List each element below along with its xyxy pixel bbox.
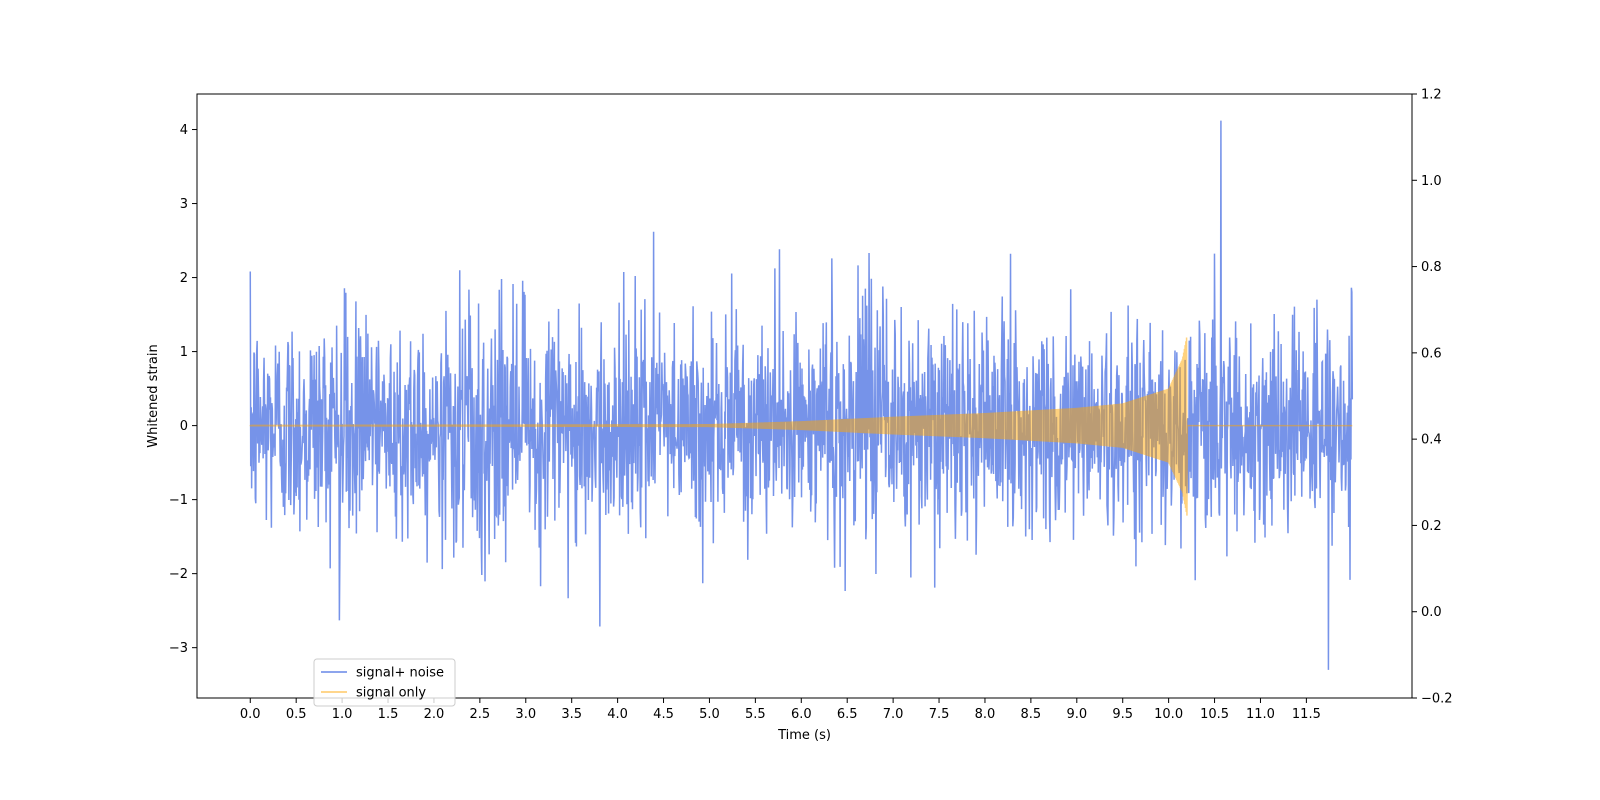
x-tick-label: 5.0 xyxy=(699,707,720,722)
x-tick-label: 1.5 xyxy=(378,707,399,722)
x-tick-label: 0.5 xyxy=(286,707,307,722)
x-tick-label: 9.0 xyxy=(1066,707,1087,722)
y2-tick-label: 0.8 xyxy=(1421,260,1442,275)
y2-tick-label: 0.4 xyxy=(1421,433,1442,448)
y-tick-label: 2 xyxy=(180,271,188,286)
x-tick-label: 6.5 xyxy=(837,707,858,722)
x-tick-label: 8.0 xyxy=(975,707,996,722)
y2-tick-label: 1.0 xyxy=(1421,174,1442,189)
x-axis: 0.0 0.5 1.0 1.5 2.0 2.5 3.0 3.5 4.0 4.5 5.0 5.5 6.0 6… xyxy=(240,698,1321,722)
x-tick-label: 3.5 xyxy=(561,707,582,722)
y2-tick-label: 1.2 xyxy=(1421,88,1442,103)
series-signal-only xyxy=(249,337,1353,516)
x-tick-label: 7.0 xyxy=(883,707,904,722)
x-tick-label: 10.0 xyxy=(1154,707,1183,722)
x-tick-label: 0.0 xyxy=(240,707,261,722)
x-tick-label: 4.5 xyxy=(653,707,674,722)
y-tick-label: 1 xyxy=(180,345,188,360)
x-tick-label: 1.0 xyxy=(332,707,353,722)
x-tick-label: 11.5 xyxy=(1292,707,1321,722)
x-tick-label: 2.5 xyxy=(470,707,491,722)
y-axis-label: Whitened strain xyxy=(146,344,161,447)
y2-tick-label: 0.0 xyxy=(1421,605,1442,620)
x-tick-label: 6.0 xyxy=(791,707,812,722)
y-tick-label: 4 xyxy=(180,123,188,138)
y-axis-left: −3 −2 −1 0 1 2 3 4 xyxy=(169,123,197,656)
x-axis-label: Time (s) xyxy=(777,728,831,743)
plot-area xyxy=(249,120,1354,670)
x-tick-label: 3.0 xyxy=(515,707,536,722)
x-tick-label: 10.5 xyxy=(1200,707,1229,722)
legend-entry-signal-noise: signal+ noise xyxy=(356,666,444,681)
y-tick-label: 3 xyxy=(180,197,188,212)
y-tick-label: −2 xyxy=(169,567,188,582)
x-tick-label: 5.5 xyxy=(745,707,766,722)
y-axis-right: −0.2 0.0 0.2 0.4 0.6 0.8 1.0 1.2 xyxy=(1412,88,1453,707)
y2-tick-label: 0.6 xyxy=(1421,346,1442,361)
y-tick-label: −3 xyxy=(169,641,188,656)
legend-box xyxy=(313,658,456,707)
x-tick-label: 7.5 xyxy=(929,707,950,722)
x-tick-label: 11.0 xyxy=(1246,707,1275,722)
y2-tick-label: −0.2 xyxy=(1421,692,1453,707)
axes-frame xyxy=(196,93,1413,699)
x-tick-label: 9.5 xyxy=(1112,707,1133,722)
y2-tick-label: 0.2 xyxy=(1421,519,1442,534)
x-tick-label: 8.5 xyxy=(1021,707,1042,722)
y-tick-label: −1 xyxy=(169,493,188,508)
x-tick-label: 2.0 xyxy=(424,707,445,722)
series-line-signal-only xyxy=(249,337,1353,516)
legend-entry-signal-only: signal only xyxy=(356,686,426,701)
x-tick-label: 4.0 xyxy=(607,707,628,722)
legend: signal+ noise signal only xyxy=(313,658,456,707)
y-tick-label: 0 xyxy=(180,419,188,434)
